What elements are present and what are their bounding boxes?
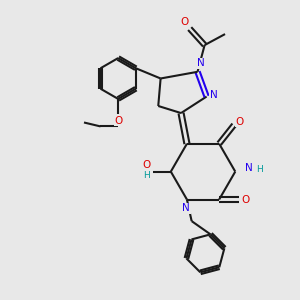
Text: O: O — [242, 194, 250, 205]
Text: N: N — [245, 164, 253, 173]
Text: N: N — [182, 203, 190, 213]
Text: N: N — [197, 58, 205, 68]
Text: O: O — [181, 17, 189, 27]
Text: O: O — [236, 117, 244, 127]
Text: O: O — [114, 116, 122, 125]
Text: N: N — [210, 90, 218, 100]
Text: H: H — [143, 171, 149, 180]
Text: O: O — [142, 160, 150, 170]
Text: H: H — [256, 165, 263, 174]
